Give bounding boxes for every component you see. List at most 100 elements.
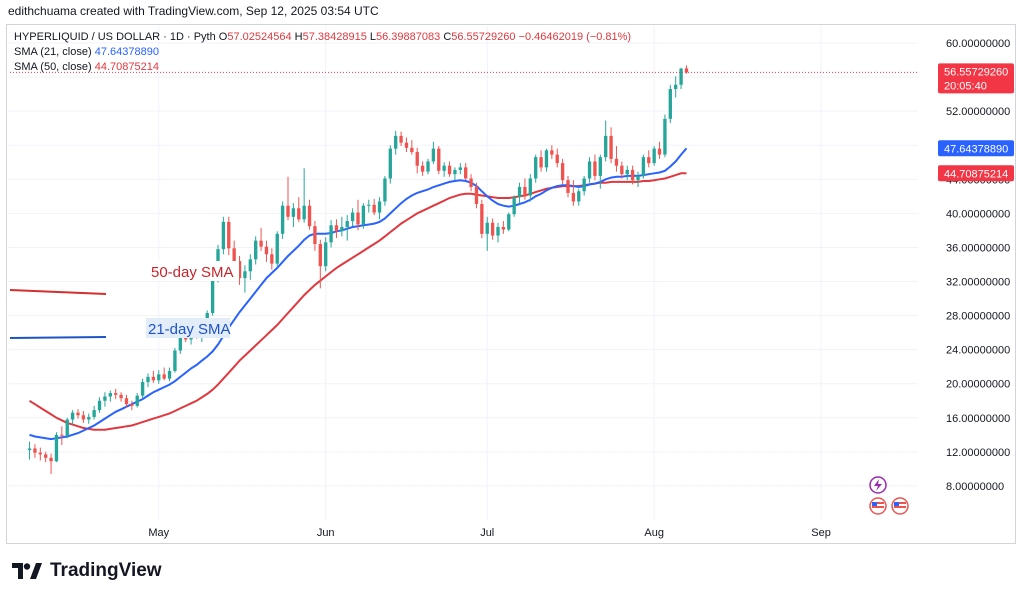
candle-body — [87, 416, 91, 420]
candle — [350, 208, 355, 227]
candle-body — [539, 157, 543, 168]
candle — [65, 417, 69, 439]
candle — [620, 161, 624, 179]
candle — [480, 199, 484, 239]
candle-body — [674, 84, 678, 90]
candle-body — [76, 412, 80, 416]
candle-body — [302, 205, 306, 220]
candle-body — [679, 68, 683, 85]
candle — [388, 145, 392, 184]
candle-body — [65, 419, 69, 436]
candle-body — [464, 167, 468, 179]
candle — [54, 432, 59, 463]
candle — [372, 198, 376, 216]
y-tick-label: 20.00000000 — [946, 379, 1010, 391]
candle — [27, 441, 32, 460]
us-flag-icon[interactable] — [869, 497, 887, 515]
candle — [598, 154, 602, 189]
candle — [173, 347, 177, 373]
candle — [307, 199, 312, 230]
candle — [657, 141, 662, 159]
candle-body — [324, 242, 328, 267]
candle-body — [178, 328, 182, 351]
candle-body — [507, 214, 511, 230]
candle-body — [130, 404, 134, 406]
candle — [614, 146, 619, 172]
candle-body — [523, 186, 527, 196]
y-tick-label: 32.00000000 — [946, 277, 1010, 289]
candle-body — [501, 227, 506, 230]
candle — [437, 146, 441, 175]
candle-body — [162, 374, 166, 379]
y-tick-label: 8.00000000 — [946, 481, 1004, 493]
y-tick-label: 60.00000000 — [946, 38, 1010, 50]
candle-body — [442, 165, 446, 171]
candle — [313, 221, 317, 251]
candle-body — [620, 165, 624, 175]
candle-body — [496, 227, 500, 236]
candle-body — [652, 148, 656, 164]
candle — [377, 197, 382, 220]
candle-body — [49, 457, 53, 462]
candle — [534, 154, 538, 183]
candle — [684, 65, 689, 74]
candle-body — [227, 221, 231, 249]
candle-body — [114, 393, 118, 395]
tradingview-logo[interactable]: TradingView — [12, 560, 162, 582]
ohlc-low: 56.39887083 — [376, 31, 441, 43]
price-countdown: 20:05:40 — [944, 80, 987, 92]
candle-body — [81, 415, 86, 420]
candle-body — [38, 452, 42, 455]
candle-body — [647, 157, 651, 164]
sma21-line — [29, 147, 688, 441]
candle-body — [124, 398, 129, 405]
candle-body — [383, 178, 387, 202]
candle-body — [146, 376, 150, 383]
candle-body — [232, 248, 236, 262]
candle — [577, 188, 581, 206]
candle-body — [528, 178, 532, 196]
candle-body — [517, 186, 522, 198]
sma21-label[interactable]: SMA (21, close) — [14, 46, 92, 58]
us-flag-icon-2[interactable] — [891, 497, 909, 515]
candle-body — [243, 271, 247, 279]
candle — [517, 182, 522, 205]
candle — [464, 163, 468, 181]
candle-body — [60, 434, 64, 436]
sma50-label: 44.70875214 — [944, 168, 1008, 180]
candle-body — [361, 205, 366, 225]
candle-body — [480, 204, 484, 234]
candle-body — [625, 169, 629, 175]
candle — [415, 147, 419, 174]
candle — [399, 131, 403, 147]
candle-body — [151, 376, 156, 381]
candle — [604, 120, 608, 162]
candle — [420, 161, 425, 176]
candle — [663, 114, 667, 158]
candle-body — [286, 205, 290, 217]
candle-body — [415, 152, 419, 166]
candle-body — [458, 167, 462, 170]
brand-name: TradingView — [50, 560, 162, 581]
candle — [334, 219, 339, 239]
candle-body — [334, 225, 339, 232]
candle — [33, 444, 37, 458]
lightning-icon[interactable] — [869, 476, 887, 494]
candle — [523, 178, 527, 200]
symbol-name[interactable]: HYPERLIQUID / US DOLLAR · 1D · Pyth — [14, 31, 216, 43]
candle — [92, 405, 96, 420]
ohlc-open-label: O — [218, 31, 228, 43]
x-tick-label: Jul — [480, 527, 494, 539]
candle-body — [555, 154, 559, 164]
candle-body — [544, 150, 549, 168]
sma50-label[interactable]: SMA (50, close) — [14, 61, 92, 73]
candle-body — [92, 410, 96, 417]
header-credit: edithchuama created with TradingView.com… — [8, 4, 379, 18]
candle — [630, 165, 635, 185]
candle — [431, 141, 436, 164]
y-tick-label: 28.00000000 — [946, 311, 1010, 323]
candle — [560, 158, 565, 185]
candle — [237, 255, 242, 285]
candle — [248, 254, 252, 280]
